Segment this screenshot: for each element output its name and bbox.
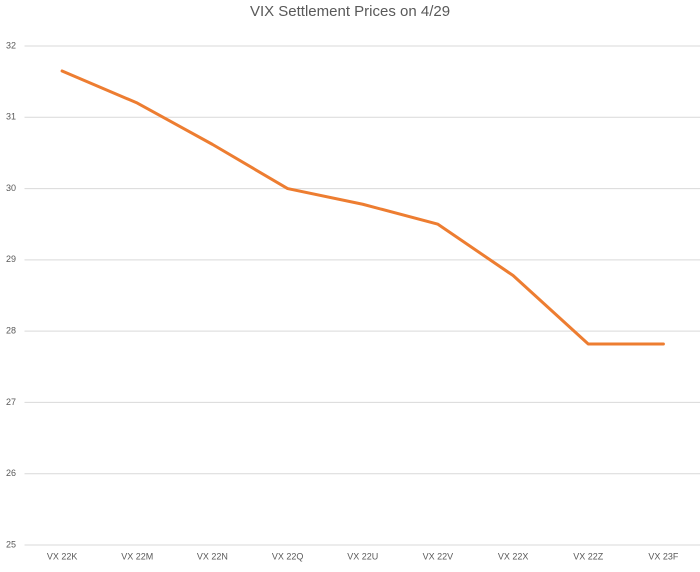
x-tick-label: VX 22M	[121, 551, 153, 561]
y-tick-label: 26	[6, 468, 16, 478]
y-tick-label: 32	[6, 40, 16, 50]
x-tick-label: VX 22U	[347, 551, 378, 561]
y-tick-label: 25	[6, 539, 16, 549]
y-tick-label: 29	[6, 254, 16, 264]
y-tick-label: 27	[6, 397, 16, 407]
y-tick-label: 28	[6, 326, 16, 336]
x-tick-label: VX 23F	[648, 551, 679, 561]
data-line	[60, 69, 665, 346]
x-tick-label: VX 22Q	[272, 551, 304, 561]
x-tick-label: VX 22K	[47, 551, 78, 561]
y-tick-label: 31	[6, 112, 16, 122]
x-tick-label: VX 22Z	[573, 551, 604, 561]
y-tick-label: 30	[6, 183, 16, 193]
x-tick-label: VX 22X	[498, 551, 529, 561]
chart-title: VIX Settlement Prices on 4/29	[250, 3, 450, 20]
x-tick-label: VX 22N	[197, 551, 228, 561]
x-tick-label: VX 22V	[423, 551, 454, 561]
